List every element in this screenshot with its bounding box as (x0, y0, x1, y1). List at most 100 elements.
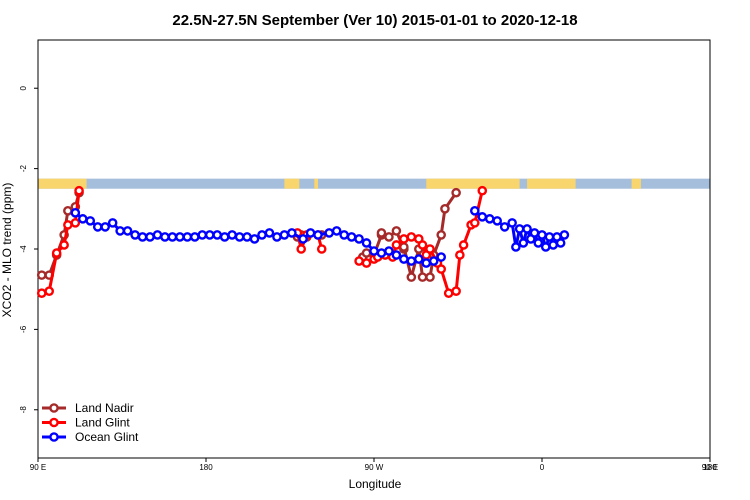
x-tick-label: 90 E (30, 463, 46, 472)
data-point (518, 238, 529, 248)
data-point (331, 226, 342, 236)
data-point (234, 232, 245, 242)
data-point (44, 286, 55, 297)
data-point (406, 256, 417, 266)
data-point (296, 244, 307, 254)
data-point (443, 288, 454, 299)
y-tick-label: -4 (19, 245, 28, 253)
data-point (417, 272, 428, 282)
land-segment (314, 178, 318, 189)
land-segment (38, 178, 87, 189)
y-axis-label: XCO2 - MLO trend (ppm) (0, 183, 14, 318)
data-point (399, 234, 409, 244)
data-point (548, 240, 559, 250)
data-point (484, 214, 495, 224)
x-tick-label: 90 W (365, 463, 384, 472)
x-tick-label: 90 E (702, 463, 718, 472)
data-point (249, 234, 260, 244)
land-segment (631, 178, 641, 189)
x-axis-label: Longitude (349, 477, 402, 491)
data-point (219, 232, 230, 242)
data-point (559, 230, 570, 240)
legend-label: Land Nadir (75, 401, 134, 415)
data-point (376, 248, 387, 258)
data-point (182, 232, 193, 242)
data-point (499, 222, 510, 232)
data-point (51, 248, 62, 258)
data-point (469, 218, 480, 228)
data-point (204, 230, 215, 240)
data-point (514, 224, 525, 234)
ocean-band (38, 178, 710, 189)
data-point (477, 212, 488, 222)
data-point (477, 185, 488, 196)
data-point (175, 232, 185, 242)
data-point (70, 218, 81, 228)
x-tick-label: 180 (199, 463, 213, 472)
data-point (361, 238, 372, 248)
data-point (242, 232, 252, 242)
x-tick-label: 180 (703, 463, 717, 472)
data-point (36, 288, 47, 299)
data-point (145, 232, 155, 242)
data-point (533, 238, 544, 248)
data-point (451, 286, 461, 297)
data-point (399, 254, 409, 264)
data-point (346, 232, 357, 242)
data-point (522, 224, 532, 234)
data-point (160, 232, 170, 242)
data-point (115, 226, 125, 236)
data-point (189, 232, 200, 242)
data-point (511, 242, 521, 252)
x-tick-label: 0 (540, 463, 545, 472)
y-tick-label: -8 (19, 406, 28, 414)
legend-label: Ocean Glint (75, 430, 139, 444)
data-point (63, 220, 73, 230)
data-point (36, 270, 47, 280)
data-point (92, 222, 103, 232)
data-point (59, 240, 69, 250)
data-point (406, 272, 417, 282)
data-point (167, 232, 178, 242)
land-segment (426, 178, 520, 189)
data-point (63, 206, 73, 216)
data-point (537, 230, 547, 240)
data-point (324, 228, 335, 238)
data-point (279, 230, 290, 240)
data-point (428, 256, 439, 266)
data-point (212, 230, 222, 240)
data-point (451, 187, 461, 198)
data-point (197, 230, 208, 240)
series-layer (36, 185, 570, 299)
data-point (384, 232, 394, 242)
land-segment (527, 178, 576, 189)
data-point (552, 232, 562, 242)
data-point (316, 244, 327, 254)
land-segment (284, 178, 300, 189)
data-point (406, 232, 417, 242)
data-point (305, 228, 316, 238)
data-point (529, 228, 540, 238)
data-point (369, 246, 379, 256)
data-point (227, 230, 237, 240)
data-point (257, 230, 267, 240)
data-point (425, 244, 435, 254)
data-point (137, 232, 148, 242)
data-point (540, 242, 551, 252)
series-land-glint (36, 185, 488, 299)
data-point (130, 230, 140, 240)
data-point (361, 258, 372, 268)
data-point (440, 204, 450, 214)
data-point (391, 240, 402, 250)
chart-title: 22.5N-27.5N September (Ver 10) 2015-01-0… (172, 12, 577, 29)
y-tick-label: -2 (19, 165, 28, 173)
data-point (152, 230, 163, 240)
data-point (272, 232, 282, 242)
data-point (436, 264, 447, 274)
series-segment (454, 254, 462, 292)
data-point (298, 234, 308, 244)
data-point (287, 228, 297, 238)
data-point (492, 216, 503, 226)
